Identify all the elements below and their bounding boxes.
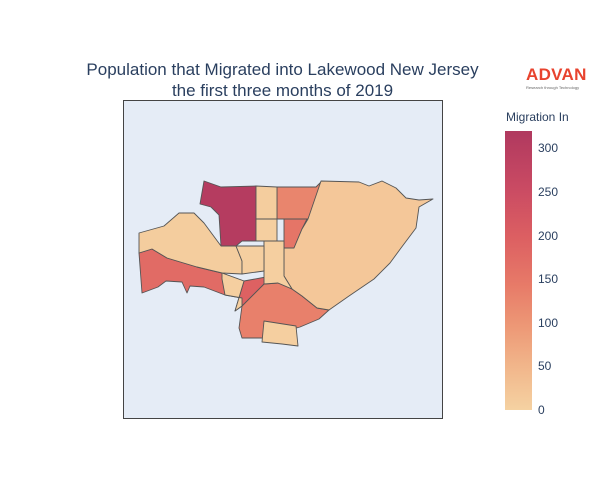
title-line-2: the first three months of 2019 (171, 81, 394, 100)
colorbar-tick-label: 50 (538, 359, 552, 374)
colorbar-tick-label: 250 (538, 185, 559, 200)
colorbar-tick-label: 150 (538, 272, 559, 287)
colorbar-tick-label: 0 (538, 403, 545, 417)
region-center-tract-2[interactable] (263, 240, 293, 290)
colorbar-tick-label: 200 (538, 228, 559, 243)
map-panel[interactable] (123, 100, 443, 419)
colorbar-title: Migration In (506, 110, 569, 124)
title-line-1: Population that Migrated into Lakewood N… (86, 60, 479, 79)
map-title: Population that Migrated into Lakewood N… (40, 59, 525, 101)
colorbar (505, 131, 532, 410)
region-center-tract-3[interactable] (235, 245, 265, 275)
region-east-tract[interactable] (283, 180, 434, 311)
region-bottom-tract[interactable] (261, 320, 299, 347)
colorbar-tick-label: 100 (538, 315, 559, 330)
advan-logo: ADVAN Research through Technology (526, 65, 596, 91)
region-north-tract-2[interactable] (255, 185, 278, 220)
choropleth-map[interactable] (124, 101, 443, 419)
logo-tagline: Research through Technology (526, 85, 580, 90)
colorbar-tick-label: 300 (538, 141, 559, 156)
logo-brand: ADVAN (526, 65, 587, 84)
region-south-strip-tract[interactable] (221, 272, 245, 312)
